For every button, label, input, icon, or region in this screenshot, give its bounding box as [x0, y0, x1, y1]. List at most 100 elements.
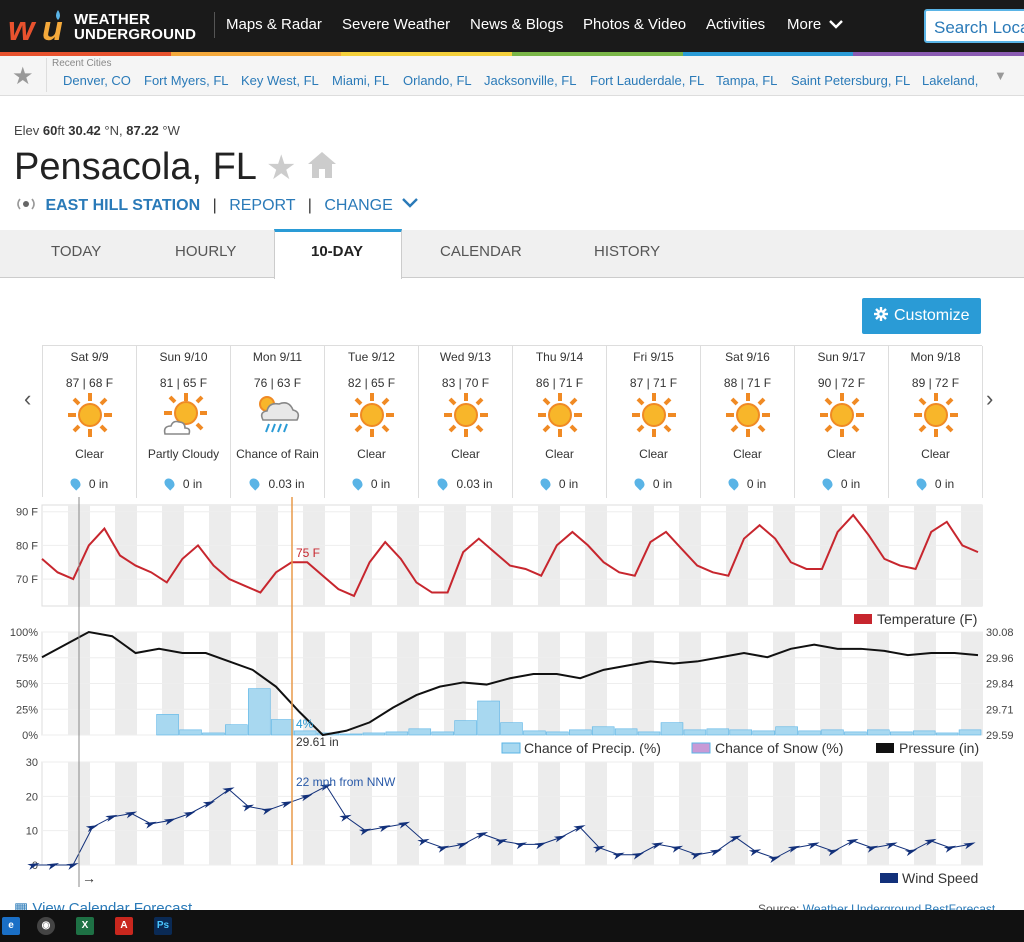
y2-tick-label: 29.84	[986, 679, 1014, 691]
wind-direction-marker	[514, 842, 528, 850]
chrome-icon[interactable]: ◉	[37, 917, 55, 935]
y-tick-label: 90 F	[16, 507, 38, 519]
legend-swatch-precip	[501, 742, 521, 754]
nav-photos-video[interactable]: Photos & Video	[583, 16, 687, 33]
precip-bar	[958, 729, 982, 736]
day-column-sat-9-9[interactable]: Sat 9/9 87 | 68 F Clear 0 in	[43, 346, 137, 498]
day-column-tue-9-12[interactable]: Tue 9/12 82 | 65 F Clear 0 in	[325, 346, 419, 498]
recent-city-link[interactable]: Saint Petersburg, FL	[791, 73, 911, 88]
day-precip: 0 in	[137, 476, 230, 491]
precip-bar	[798, 730, 821, 736]
nav-news-blogs[interactable]: News & Blogs	[470, 16, 564, 33]
home-icon[interactable]	[306, 150, 338, 180]
logo-text: WEATHER UNDERGROUND	[74, 11, 197, 43]
nav-activities[interactable]: Activities	[706, 16, 766, 33]
tab-hourly[interactable]: HOURLY	[175, 243, 237, 260]
nav-maps-radar[interactable]: Maps & Radar	[226, 16, 322, 33]
wind-direction-marker	[105, 814, 118, 822]
day-column-mon-9-18[interactable]: Mon 9/18 89 | 72 F Clear 0 in	[889, 346, 983, 498]
favorite-star-icon[interactable]: ★	[12, 63, 34, 90]
day-column-fri-9-15[interactable]: Fri 9/15 87 | 71 F Clear 0 in	[607, 346, 701, 498]
precip-bar	[683, 729, 707, 736]
night-band	[256, 505, 278, 606]
day-column-sat-9-16[interactable]: Sat 9/16 88 | 71 F Clear 0 in	[701, 346, 795, 498]
raindrop-icon	[162, 476, 177, 491]
recent-city-link[interactable]: Orlando, FL	[403, 73, 472, 88]
wu-logo[interactable]: w u	[6, 4, 206, 48]
acrobat-icon[interactable]: A	[115, 917, 133, 935]
wind-direction-marker	[690, 852, 703, 860]
day-column-wed-9-13[interactable]: Wed 9/13 83 | 70 F Clear 0.03 in	[419, 346, 513, 498]
y-tick-label: 25%	[16, 704, 38, 716]
recent-city-link[interactable]: Tampa, FL	[716, 73, 778, 88]
day-condition: Clear	[75, 447, 104, 461]
day-column-mon-9-11[interactable]: Mon 9/11 76 | 63 F Chance of Rain 0.03 in	[231, 346, 325, 498]
excel-icon[interactable]: X	[76, 917, 94, 935]
recent-city-link[interactable]: Miami, FL	[332, 73, 390, 88]
recent-city-link[interactable]: Lakeland,	[922, 73, 978, 88]
precip-bar	[454, 720, 477, 736]
wind-direction-marker	[300, 794, 313, 802]
wind-direction-marker	[592, 845, 606, 853]
tab-calendar[interactable]: CALENDAR	[440, 243, 522, 260]
edge-icon[interactable]: e	[2, 917, 20, 935]
nav-more[interactable]: More	[787, 16, 844, 33]
day-column-sun-9-17[interactable]: Sun 9/17 90 | 72 F Clear 0 in	[795, 346, 889, 498]
recent-city-link[interactable]: Jacksonville, FL	[484, 73, 577, 88]
wind-direction-marker	[183, 811, 196, 819]
night-band	[726, 762, 748, 865]
next-arrow-icon[interactable]: ›	[986, 386, 994, 411]
precip-bar	[912, 730, 936, 736]
day-precip: 0 in	[607, 476, 700, 491]
recent-city-link[interactable]: Fort Myers, FL	[144, 73, 229, 88]
precip-amount: 0 in	[182, 477, 203, 491]
wind-direction-marker	[709, 849, 723, 857]
night-band	[538, 762, 560, 865]
wind-direction-marker	[846, 838, 859, 846]
change-link[interactable]: CHANGE	[324, 197, 393, 214]
wind-direction-marker	[943, 845, 957, 853]
favorite-city-star-icon[interactable]: ★	[266, 149, 297, 187]
precip-bar	[660, 722, 684, 736]
day-column-thu-9-14[interactable]: Thu 9/14 86 | 71 F Clear 0 in	[513, 346, 607, 498]
customize-button[interactable]: Customize	[862, 298, 981, 334]
nav-severe-weather[interactable]: Severe Weather	[342, 16, 451, 33]
latitude: 30.42	[68, 123, 101, 138]
night-band	[914, 505, 936, 606]
chevron-down-icon[interactable]	[401, 197, 419, 209]
gear-icon	[874, 307, 888, 321]
active-tab-bg	[274, 229, 402, 279]
report-link[interactable]: REPORT	[229, 197, 296, 214]
wind-direction-marker	[319, 783, 333, 791]
night-band	[491, 505, 513, 606]
night-band	[397, 505, 419, 606]
photoshop-icon[interactable]: Ps	[154, 917, 172, 935]
recent-city-link[interactable]: Denver, CO	[63, 73, 131, 88]
night-band	[914, 762, 936, 865]
night-band	[303, 505, 325, 606]
recent-dropdown-icon[interactable]: ▼	[994, 68, 1007, 83]
day-date: Thu 9/14	[535, 350, 584, 364]
y2-tick-label: 29.71	[986, 704, 1014, 716]
recent-city-link[interactable]: Key West, FL	[241, 73, 319, 88]
tab-today[interactable]: TODAY	[51, 243, 102, 260]
day-date: Sun 9/17	[817, 350, 866, 364]
y2-tick-label: 30.08	[986, 627, 1014, 639]
sun-icon	[913, 392, 959, 441]
tab-history[interactable]: HISTORY	[594, 243, 661, 260]
raindrop-icon	[632, 476, 647, 491]
night-band	[162, 762, 184, 865]
day-temps: 82 | 65 F	[347, 376, 396, 390]
search-input[interactable]: Search Loca	[924, 9, 1024, 43]
night-band	[820, 762, 842, 865]
precip-amount: 0 in	[652, 477, 673, 491]
prev-arrow-icon[interactable]: ‹	[24, 386, 32, 411]
station-link[interactable]: EAST HILL STATION	[45, 197, 201, 214]
day-column-sun-9-10[interactable]: Sun 9/10 81 | 65 F Partly Cloudy 0 in	[137, 346, 231, 498]
sun-icon	[819, 392, 865, 441]
night-band	[350, 762, 372, 865]
tab-10-day[interactable]: 10-DAY	[311, 243, 363, 260]
precip-bar	[614, 728, 638, 736]
separator: |	[212, 197, 217, 214]
recent-city-link[interactable]: Fort Lauderdale, FL	[590, 73, 705, 88]
